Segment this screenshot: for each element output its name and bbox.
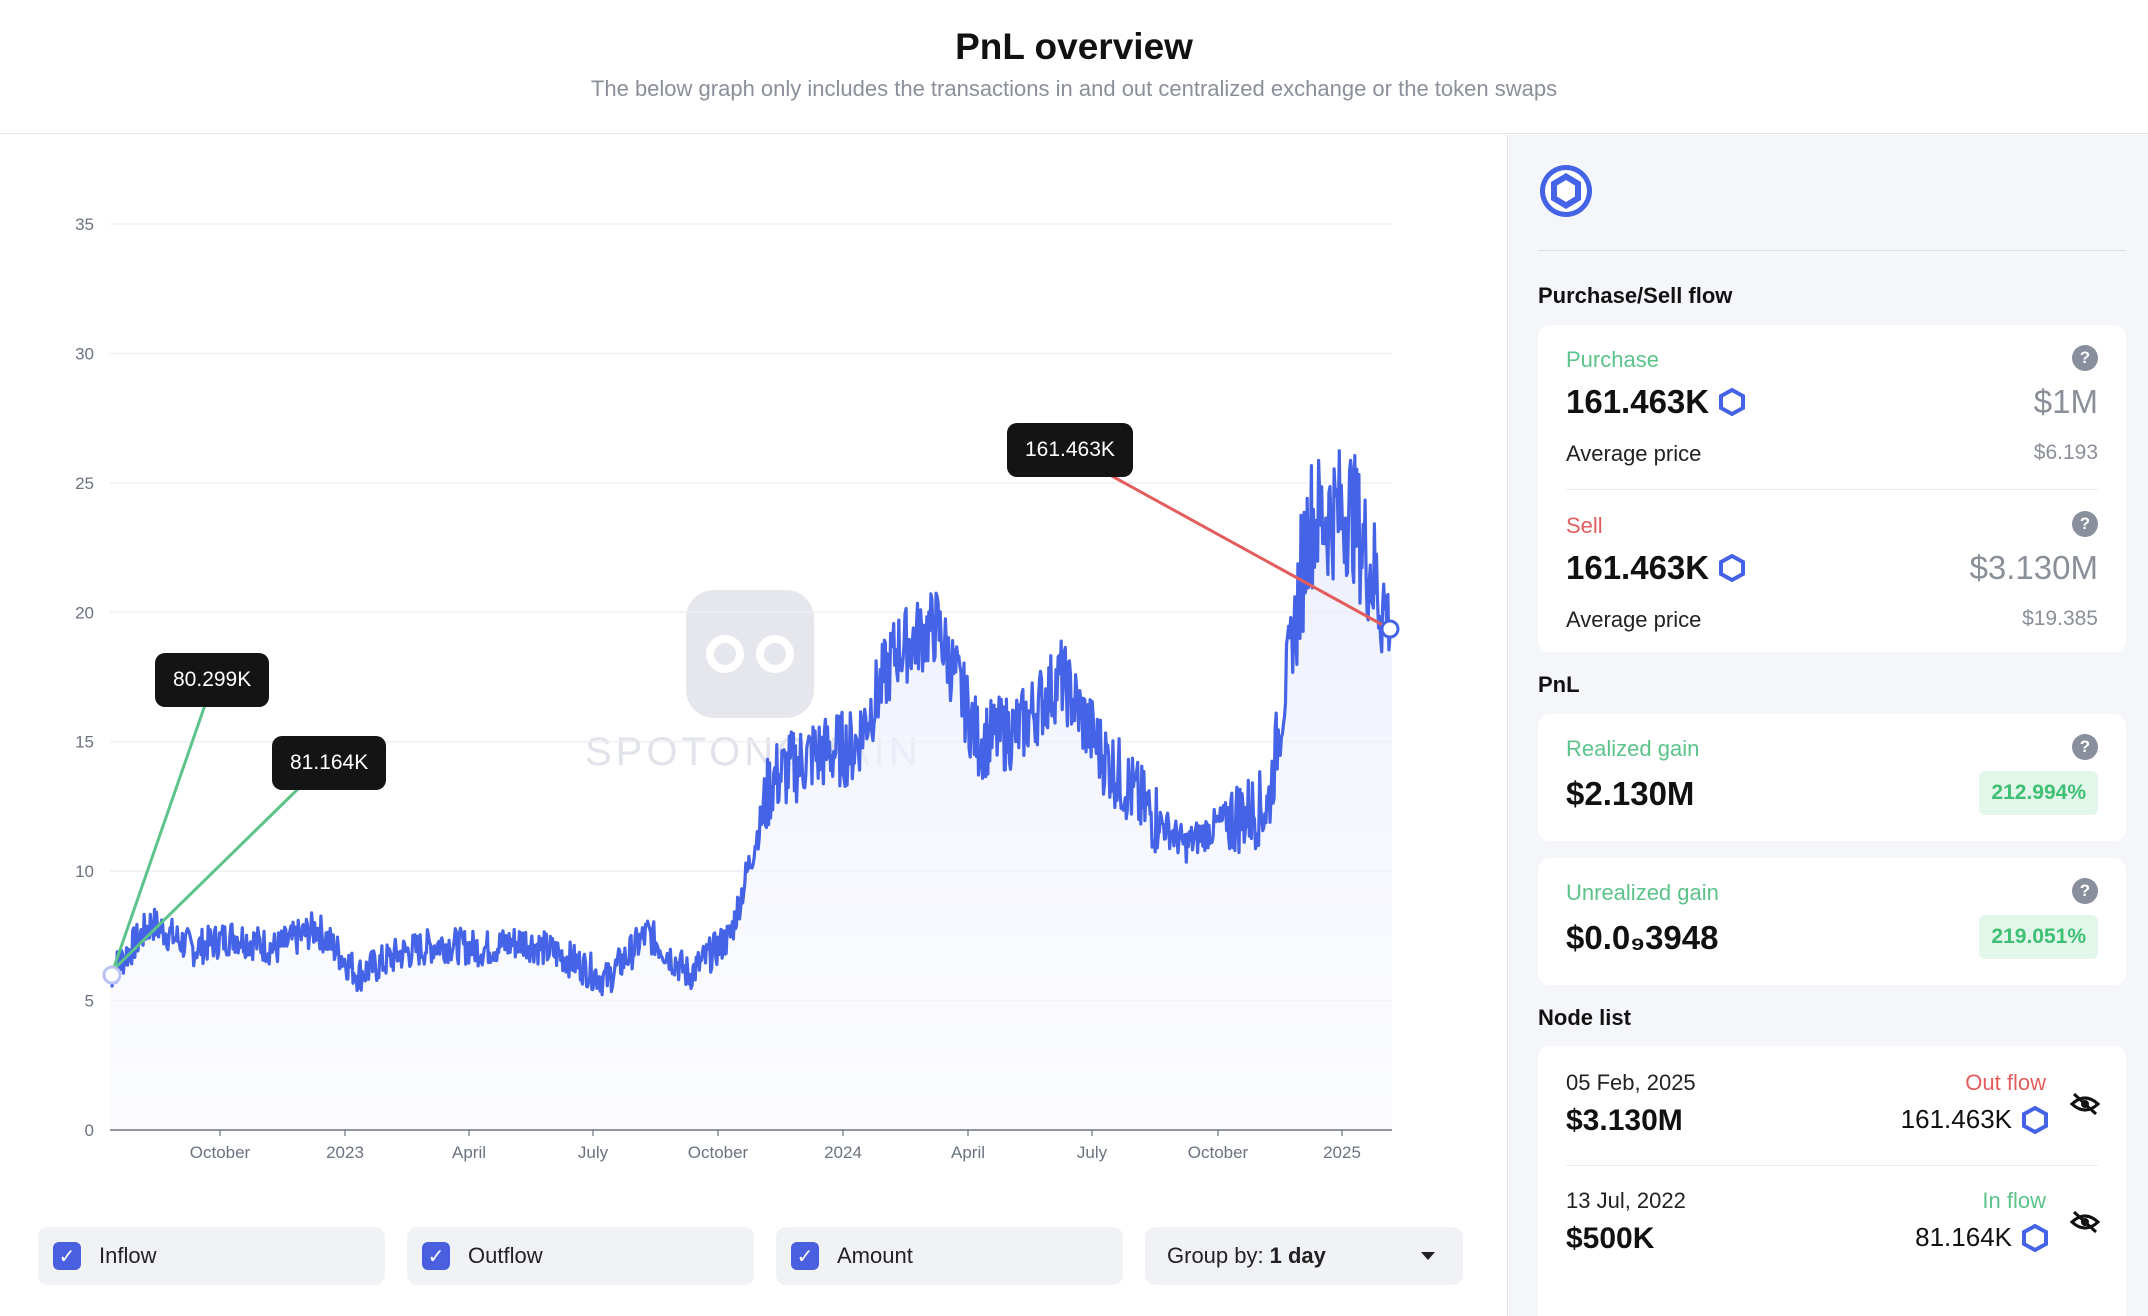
help-icon[interactable]: ?	[2072, 345, 2098, 371]
y-tick-label: 20	[75, 603, 94, 622]
end-node[interactable]	[1380, 619, 1400, 639]
chart-controls: ✓ Inflow ✓ Outflow ✓ Amount Group by: 1 …	[38, 1227, 1468, 1285]
flow-section-title: Purchase/Sell flow	[1538, 283, 1733, 308]
help-icon[interactable]: ?	[2072, 878, 2098, 904]
node-list-title: Node list	[1538, 1005, 1631, 1030]
callout-inflow-1: 80.299K	[155, 653, 270, 707]
node-tokens-value: 161.463K	[1900, 1104, 2012, 1134]
chart-area: SPOTONCHAIN 0 5 10 15 20 25 30 35 October 2023 Ap…	[0, 135, 1507, 1316]
x-tick-label: April	[452, 1143, 486, 1162]
x-tick-label: October	[1188, 1143, 1249, 1162]
start-node[interactable]	[102, 965, 122, 985]
page-header: PnL overview The below graph only includ…	[0, 0, 2148, 134]
node-divider	[1566, 1165, 2098, 1166]
x-tick-label: 2023	[326, 1143, 364, 1162]
inflow-connector-2	[110, 783, 304, 973]
group-by-select[interactable]: Group by: 1 day	[1145, 1227, 1463, 1285]
x-tick-label: 2024	[824, 1143, 862, 1162]
card-divider	[1566, 489, 2098, 490]
unrealized-value: $0.0₉3948	[1566, 919, 1719, 956]
token-logo-icon	[1540, 165, 1592, 217]
node-item[interactable]: 13 Jul, 2022 $500K In flow 81.164K	[1538, 1166, 2126, 1286]
eye-off-icon[interactable]	[2070, 1210, 2100, 1234]
x-tick-label: October	[190, 1143, 251, 1162]
realized-pct-badge: 212.994%	[1979, 771, 2098, 815]
realized-value: $2.130M	[1566, 775, 1695, 812]
pnl-section-title: PnL	[1538, 672, 1580, 697]
node-amount: $3.130M	[1566, 1104, 1683, 1137]
purchase-usd: $1M	[2033, 383, 2098, 420]
node-date: 05 Feb, 2025	[1566, 1070, 1696, 1095]
help-icon[interactable]: ?	[2072, 734, 2098, 760]
x-tick-label: 2025	[1323, 1143, 1361, 1162]
callout-inflow-2: 81.164K	[272, 736, 387, 790]
sidebar: Purchase/Sell flow Purchase ? 161.463K $…	[1507, 135, 2148, 1316]
node-tokens: 81.164K	[1915, 1222, 2048, 1253]
node-list-card: 05 Feb, 2025 $3.130M Out flow 161.463K 1…	[1538, 1046, 2126, 1316]
sell-amount-value: 161.463K	[1566, 549, 1710, 586]
purchase-label: Purchase	[1566, 347, 1659, 372]
node-item[interactable]: 05 Feb, 2025 $3.130M Out flow 161.463K	[1538, 1046, 2126, 1166]
purchase-sell-card: Purchase ? 161.463K $1M Average price $6…	[1538, 325, 2126, 652]
inflow-toggle[interactable]: ✓ Inflow	[38, 1227, 385, 1285]
realized-gain-card: Realized gain ? $2.130M 212.994%	[1538, 714, 2126, 841]
outflow-connector	[1109, 473, 1391, 631]
node-flow-label: Out flow	[1965, 1070, 2046, 1095]
caret-down-icon	[1421, 1252, 1435, 1260]
y-tick-label: 10	[75, 862, 94, 881]
sidebar-divider	[1538, 250, 2126, 251]
amount-toggle[interactable]: ✓ Amount	[776, 1227, 1123, 1285]
unrealized-label: Unrealized gain	[1566, 880, 1719, 905]
sell-avg-value: $19.385	[2022, 607, 2098, 630]
sell-usd: $3.130M	[1969, 549, 2098, 586]
token-icon	[2022, 1223, 2048, 1252]
node-amount: $500K	[1566, 1222, 1655, 1255]
sell-amount: 161.463K	[1566, 549, 1746, 587]
unrealized-gain-card: Unrealized gain ? $0.0₉3948 219.051%	[1538, 858, 2126, 985]
eye-off-icon[interactable]	[2070, 1092, 2100, 1116]
y-tick-label: 35	[75, 215, 94, 234]
group-by-prefix: Group by:	[1167, 1243, 1264, 1268]
y-tick-label: 15	[75, 733, 94, 752]
purchase-amount: 161.463K	[1566, 383, 1746, 421]
group-by-value: 1 day	[1269, 1243, 1326, 1268]
sell-avg-label: Average price	[1566, 607, 1702, 632]
node-flow-label: In flow	[1982, 1188, 2046, 1213]
purchase-avg-label: Average price	[1566, 441, 1702, 466]
realized-label: Realized gain	[1566, 736, 1700, 761]
unrealized-pct-badge: 219.051%	[1979, 915, 2098, 959]
purchase-amount-value: 161.463K	[1566, 383, 1710, 420]
node-date: 13 Jul, 2022	[1566, 1188, 1686, 1213]
x-tick-label: July	[578, 1143, 609, 1162]
price-area	[110, 450, 1392, 1130]
purchase-avg-value: $6.193	[2033, 441, 2098, 464]
x-tick-label: July	[1077, 1143, 1108, 1162]
help-icon[interactable]: ?	[2072, 511, 2098, 537]
amount-label: Amount	[837, 1243, 913, 1268]
node-tokens-value: 81.164K	[1915, 1222, 2012, 1252]
y-tick-label: 0	[85, 1121, 94, 1140]
y-tick-label: 25	[75, 474, 94, 493]
token-icon	[1719, 554, 1746, 582]
price-line	[108, 449, 1394, 997]
outflow-toggle[interactable]: ✓ Outflow	[407, 1227, 754, 1285]
callout-outflow: 161.463K	[1007, 423, 1133, 477]
x-tick-label: April	[951, 1143, 985, 1162]
x-tick-label: October	[688, 1143, 749, 1162]
token-icon	[2022, 1105, 2048, 1134]
inflow-connector-1	[110, 704, 207, 974]
checkbox-checked-icon[interactable]: ✓	[422, 1242, 450, 1270]
y-tick-label: 30	[75, 344, 94, 363]
sell-label: Sell	[1566, 513, 1603, 538]
node-tokens: 161.463K	[1901, 1104, 2048, 1135]
page-subtitle: The below graph only includes the transa…	[590, 76, 1558, 101]
checkbox-checked-icon[interactable]: ✓	[53, 1242, 81, 1270]
y-tick-label: 5	[85, 992, 94, 1011]
token-icon	[1719, 388, 1746, 416]
page-title: PnL overview	[955, 26, 1193, 67]
outflow-label: Outflow	[468, 1243, 543, 1268]
checkbox-checked-icon[interactable]: ✓	[791, 1242, 819, 1270]
inflow-label: Inflow	[99, 1243, 157, 1268]
